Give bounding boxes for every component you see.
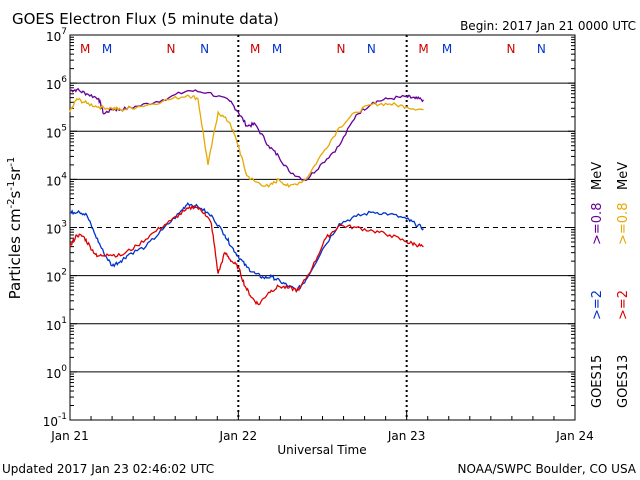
legend-goes15-ge08: >=0.8	[590, 203, 605, 245]
x-tick-label: Jan 23	[387, 429, 426, 443]
time-marker: M	[102, 42, 112, 56]
y-tick-label: 100	[46, 364, 67, 381]
legend-goes13-ge2: >=2	[616, 290, 631, 320]
y-label-sup1: -2	[6, 198, 17, 208]
y-label-main: Particles cm	[6, 208, 24, 299]
time-marker: N	[507, 42, 516, 56]
time-marker: M	[272, 42, 282, 56]
time-marker: M	[250, 42, 260, 56]
time-marker: N	[537, 42, 546, 56]
x-axis-label: Universal Time	[277, 443, 366, 457]
y-axis-ticks: 107 106 105 104 103 102 101 100 10-1	[43, 27, 575, 429]
y-tick-label: 101	[46, 316, 67, 333]
y-tick-label: 103	[46, 220, 67, 237]
y-tick-label: 107	[46, 27, 67, 44]
legend-goes15-ge2: >=2	[590, 290, 605, 320]
y-label-sup3: -1	[6, 157, 17, 167]
time-marker: N	[367, 42, 376, 56]
time-marker: M	[442, 42, 452, 56]
series-line	[69, 202, 424, 293]
series-line	[69, 204, 424, 306]
time-marker: N	[337, 42, 346, 56]
series-line	[69, 94, 424, 188]
updated-timestamp: Updated 2017 Jan 23 02:46:02 UTC	[2, 462, 214, 476]
time-marker: M	[418, 42, 428, 56]
legend-goes15-label: GOES15	[590, 355, 605, 408]
y-label-sup2: -1	[6, 181, 17, 191]
gridlines	[70, 82, 575, 373]
x-tick-label: Jan 24	[555, 429, 594, 443]
x-tick-label: Jan 22	[219, 429, 258, 443]
day-separators	[237, 35, 408, 420]
time-marker: N	[200, 42, 209, 56]
x-axis-ticks: Jan 21 Jan 22 Jan 23 Jan 24	[50, 412, 594, 443]
y-tick-label: 102	[46, 268, 67, 285]
x-tick-label: Jan 21	[50, 429, 89, 443]
data-source: NOAA/SWPC Boulder, CO USA	[458, 462, 637, 476]
y-axis-label: Particles cm-2s-1sr-1	[6, 157, 24, 300]
begin-label: Begin: 2017 Jan 21 0000 UTC	[460, 19, 636, 33]
y-tick-label: 106	[46, 75, 67, 92]
y-tick-label: 105	[46, 123, 67, 140]
legend-mev-1: MeV	[590, 162, 605, 190]
time-marker: M	[80, 42, 90, 56]
y-label-mid1: s	[6, 190, 24, 198]
legend-mev-2: MeV	[616, 162, 631, 190]
legend: GOES15 GOES13 >=2 >=2 >=0.8 >=0.8 MeV Me…	[590, 162, 631, 408]
series-lines	[69, 87, 425, 306]
y-label-mid2: sr	[6, 166, 24, 181]
y-tick-label: 104	[46, 171, 67, 188]
legend-goes13-ge08: >=0.8	[616, 203, 631, 245]
series-line	[69, 87, 425, 182]
time-marker: N	[167, 42, 176, 56]
y-tick-label: 10-1	[43, 412, 67, 429]
legend-goes13-label: GOES13	[616, 355, 631, 408]
chart-title: GOES Electron Flux (5 minute data)	[12, 10, 279, 28]
